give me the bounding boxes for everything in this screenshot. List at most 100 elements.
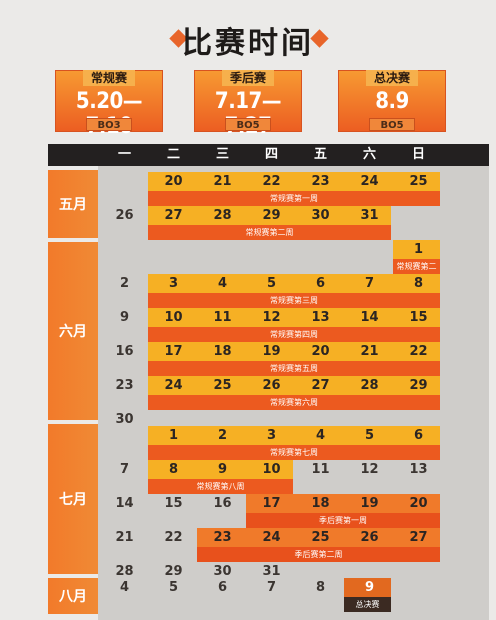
week-bar: 常规赛第七周 (148, 445, 440, 460)
day-cell: 12 (360, 462, 379, 477)
highlight-band (148, 460, 293, 479)
day-cell: 21 (115, 530, 134, 545)
day-cell: 17 (262, 496, 281, 511)
day-cell: 1 (413, 242, 424, 257)
day-cell: 30 (115, 412, 134, 427)
day-cell: 7 (119, 462, 130, 477)
page-title: 比赛时间 (182, 26, 314, 61)
day-cell: 26 (262, 378, 281, 393)
month-june: 六月 (48, 242, 98, 420)
highlight-band (246, 494, 440, 513)
day-cell: 29 (262, 208, 281, 223)
day-cell: 13 (311, 310, 330, 325)
month-august: 八月 (48, 578, 98, 614)
day-cell: 3 (168, 276, 179, 291)
month-may: 五月 (48, 170, 98, 238)
day-cell: 8 (168, 462, 179, 477)
day-cell: 3 (266, 428, 277, 443)
day-cell: 20 (311, 344, 330, 359)
day-cell: 14 (360, 310, 379, 325)
day-cell: 4 (315, 428, 326, 443)
day-cell: 14 (115, 496, 134, 511)
week-bar: 常规赛第二周 (148, 225, 391, 240)
day-cell: 24 (360, 174, 379, 189)
day-cell: 10 (164, 310, 183, 325)
day-cell: 28 (213, 208, 232, 223)
highlight-band (148, 206, 391, 225)
card-label: 季后赛 (221, 70, 274, 86)
day-cell: 31 (360, 208, 379, 223)
highlight-band (148, 342, 440, 361)
weekday-fri: 五 (313, 147, 327, 162)
week-bar: 常规赛第二周 (393, 259, 440, 286)
day-cell: 13 (409, 462, 428, 477)
weekday-tue: 二 (166, 147, 180, 162)
weekday-sun: 日 (411, 147, 425, 162)
week-bar: 常规赛第六周 (148, 395, 440, 410)
day-cell: 12 (262, 310, 281, 325)
day-cell: 30 (311, 208, 330, 223)
card-playoffs: 季后赛 7.17—7.27 BO5 (194, 70, 302, 139)
day-cell: 9 (364, 580, 375, 595)
day-cell: 23 (311, 174, 330, 189)
card-regular-season: 常规赛 5.20—7.10 BO3 (55, 70, 163, 139)
day-cell: 6 (413, 428, 424, 443)
week-bar: 季后赛第二周 (197, 547, 440, 562)
day-cell: 16 (213, 496, 232, 511)
day-cell: 11 (311, 462, 330, 477)
day-cell: 6 (217, 580, 228, 595)
day-cell: 29 (164, 564, 183, 579)
day-cell: 24 (164, 378, 183, 393)
day-cell: 20 (164, 174, 183, 189)
weekday-wed: 三 (215, 147, 229, 162)
highlight-band (344, 578, 391, 598)
highlight-band (148, 376, 440, 395)
day-cell: 1 (168, 428, 179, 443)
day-cell: 5 (266, 276, 277, 291)
week-bar: 季后赛第一周 (246, 513, 440, 528)
day-cell: 2 (217, 428, 228, 443)
day-cell: 2 (119, 276, 130, 291)
day-cell: 25 (213, 378, 232, 393)
day-cell: 8 (413, 276, 424, 291)
day-cell: 23 (213, 530, 232, 545)
highlight-band (148, 172, 440, 191)
card-label: 总决赛 (365, 70, 418, 86)
day-cell: 20 (409, 496, 428, 511)
day-cell: 19 (262, 344, 281, 359)
week-bar: 常规赛第五周 (148, 361, 440, 376)
week-bar: 常规赛第三周 (148, 293, 440, 308)
day-cell: 11 (213, 310, 232, 325)
day-cell: 15 (409, 310, 428, 325)
weekday-sat: 六 (362, 147, 376, 162)
day-cell: 29 (409, 378, 428, 393)
day-cell: 26 (360, 530, 379, 545)
day-cell: 27 (409, 530, 428, 545)
day-cell: 17 (164, 344, 183, 359)
day-cell: 28 (360, 378, 379, 393)
day-cell: 31 (262, 564, 281, 579)
day-cell: 25 (311, 530, 330, 545)
day-cell: 9 (217, 462, 228, 477)
month-july: 七月 (48, 424, 98, 574)
week-bar: 常规赛第八周 (148, 479, 293, 494)
highlight-band (148, 426, 440, 445)
day-cell: 9 (119, 310, 130, 325)
highlight-band (197, 528, 440, 547)
day-cell: 21 (360, 344, 379, 359)
card-finals: 总决赛 8.9 BO5 (338, 70, 446, 132)
highlight-band (148, 308, 440, 327)
highlight-band (393, 240, 440, 259)
weekday-mon: 一 (117, 147, 131, 162)
highlight-band (148, 274, 440, 293)
weekday-thu: 四 (264, 147, 278, 162)
day-cell: 5 (364, 428, 375, 443)
day-cell: 15 (164, 496, 183, 511)
week-bar: 常规赛第四周 (148, 327, 440, 342)
day-cell: 16 (115, 344, 134, 359)
day-cell: 7 (364, 276, 375, 291)
weekday-header: 一 二 三 四 五 六 日 (48, 144, 489, 166)
day-cell: 18 (311, 496, 330, 511)
card-label: 常规赛 (82, 70, 135, 86)
card-format: BO5 (225, 118, 271, 131)
